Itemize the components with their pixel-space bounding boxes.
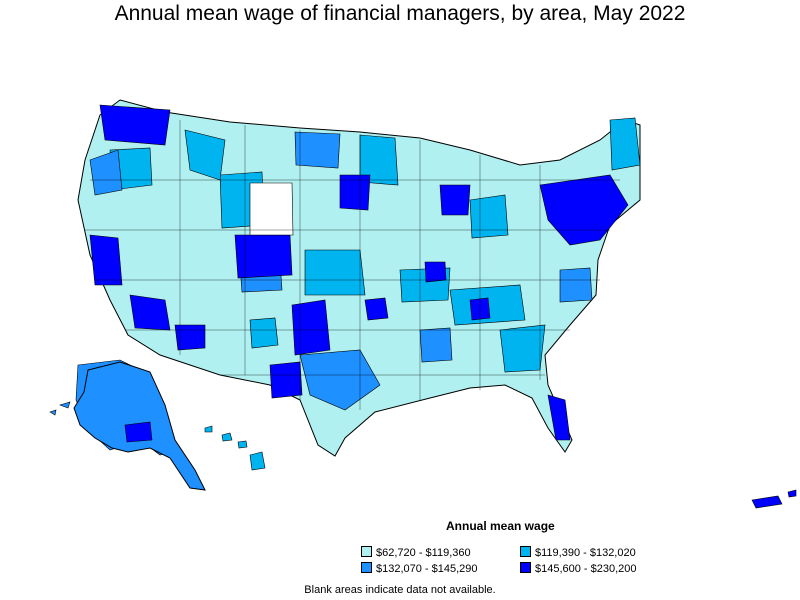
puerto-rico — [751, 489, 797, 509]
alaska-high-area — [124, 421, 153, 443]
footnote: Blank areas indicate data not available. — [304, 584, 496, 596]
legend-label: $145,600 - $230,200 — [535, 563, 637, 575]
legend-label: $62,720 - $119,360 — [376, 547, 471, 559]
legend-swatch — [361, 562, 372, 573]
hawaii — [204, 425, 266, 471]
legend-item-band-4: $145,600 - $230,200 — [520, 562, 637, 575]
legend-swatch — [361, 546, 372, 557]
legend-swatch — [520, 562, 531, 573]
alaska-aleutians — [49, 401, 71, 416]
legend-label: $132,070 - $145,290 — [376, 563, 478, 575]
band-145k-230k-regions — [89, 104, 629, 441]
map-title: Annual mean wage of financial managers, … — [114, 2, 686, 25]
legend-swatch — [520, 546, 531, 557]
legend-item-band-1: $62,720 - $119,360 — [361, 546, 471, 559]
no-data-region — [249, 182, 294, 236]
legend-item-band-2: $119,390 - $132,020 — [520, 546, 636, 559]
area-boundaries — [85, 120, 620, 410]
legend-item-band-3: $132,070 - $145,290 — [361, 562, 478, 575]
legend-title: Annual mean wage — [446, 519, 555, 533]
legend-label: $119,390 - $132,020 — [535, 547, 636, 559]
